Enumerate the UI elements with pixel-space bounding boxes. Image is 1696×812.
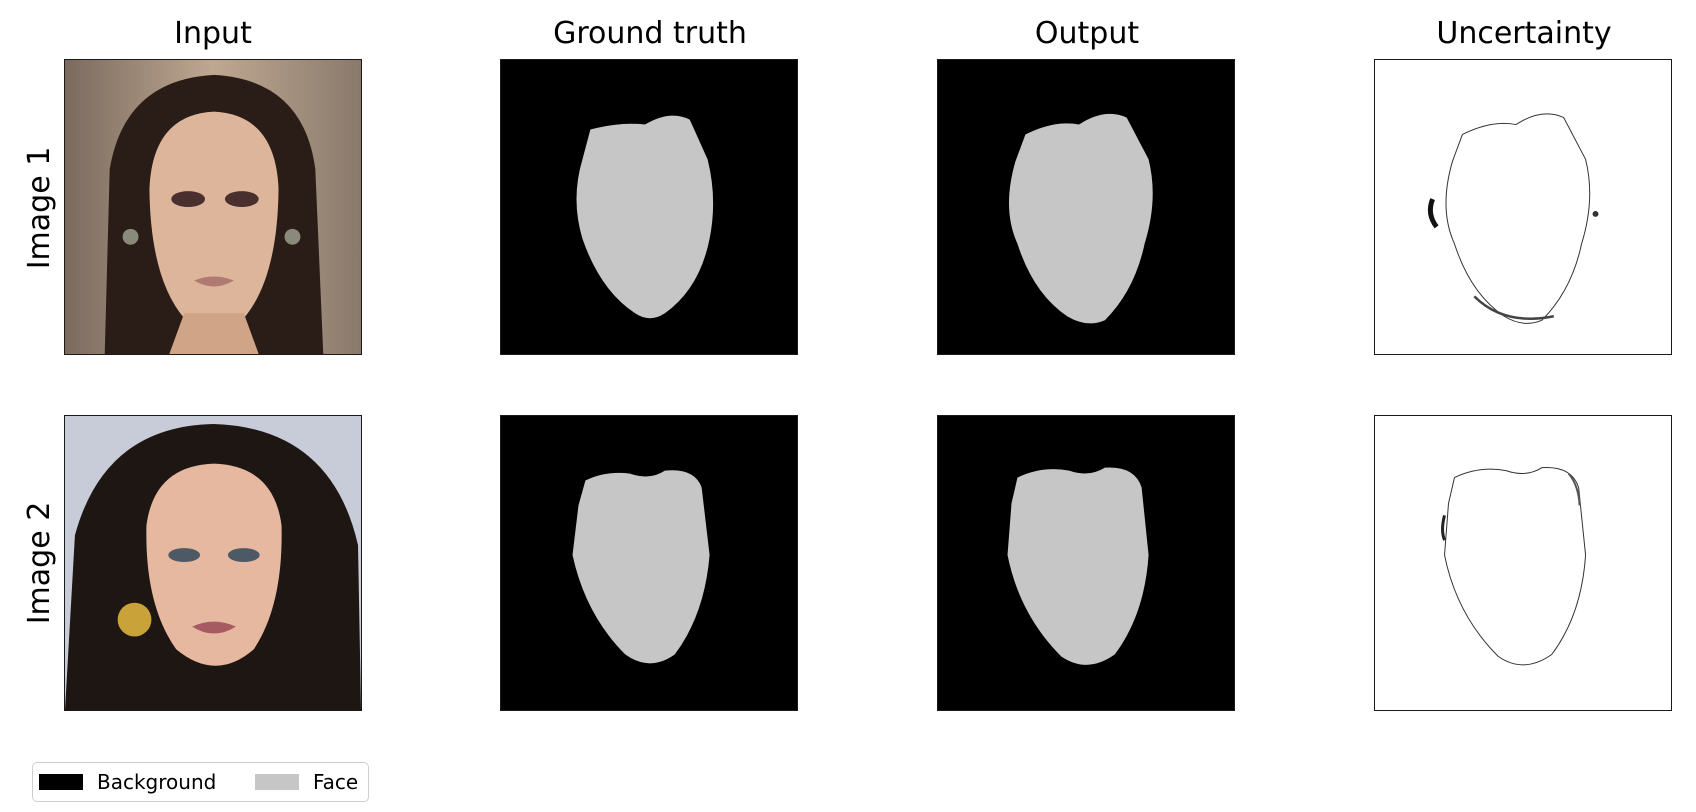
column-title-output: Output: [1034, 16, 1140, 51]
row-label-image-1: Image 1: [22, 146, 57, 270]
right-eye: [224, 191, 259, 207]
right-eye: [227, 548, 260, 563]
face-region: [576, 115, 714, 319]
left-earring: [122, 228, 139, 245]
neck-shape: [169, 313, 259, 354]
uncertainty-map-2: [1374, 415, 1672, 711]
ground-truth-mask-2: [500, 415, 798, 711]
uncertainty-boundary: [1445, 113, 1591, 324]
lips: [192, 621, 236, 634]
uncertainty-map-1: [1374, 59, 1672, 355]
input-image-2: [64, 415, 362, 711]
column-title-ground-truth: Ground truth: [553, 16, 747, 51]
left-eye: [168, 548, 201, 563]
ground-truth-mask-1: [500, 59, 798, 355]
face-region: [1008, 113, 1153, 324]
legend-label-background: Background: [97, 769, 217, 794]
left-eye: [171, 191, 206, 207]
row-label-image-2: Image 2: [22, 501, 57, 625]
output-mask-1: [937, 59, 1235, 355]
earring: [117, 602, 152, 637]
legend-item-background: Background: [39, 763, 216, 800]
right-earring: [284, 228, 301, 245]
face-region: [572, 470, 710, 664]
input-image-1: [64, 59, 362, 355]
column-title-uncertainty: Uncertainty: [1436, 16, 1612, 51]
legend-label-face: Face: [313, 769, 359, 794]
uncertainty-boundary: [1444, 467, 1587, 666]
legend-swatch-face: [255, 773, 299, 790]
legend-swatch-background: [39, 773, 83, 790]
legend-item-face: Face: [255, 763, 358, 800]
legend: Background Face: [32, 762, 369, 802]
column-title-input: Input: [174, 16, 252, 51]
lips: [194, 276, 234, 287]
face-shape: [146, 463, 282, 666]
face-region: [1007, 467, 1149, 665]
face-shape: [149, 111, 279, 331]
output-mask-2: [937, 415, 1235, 711]
